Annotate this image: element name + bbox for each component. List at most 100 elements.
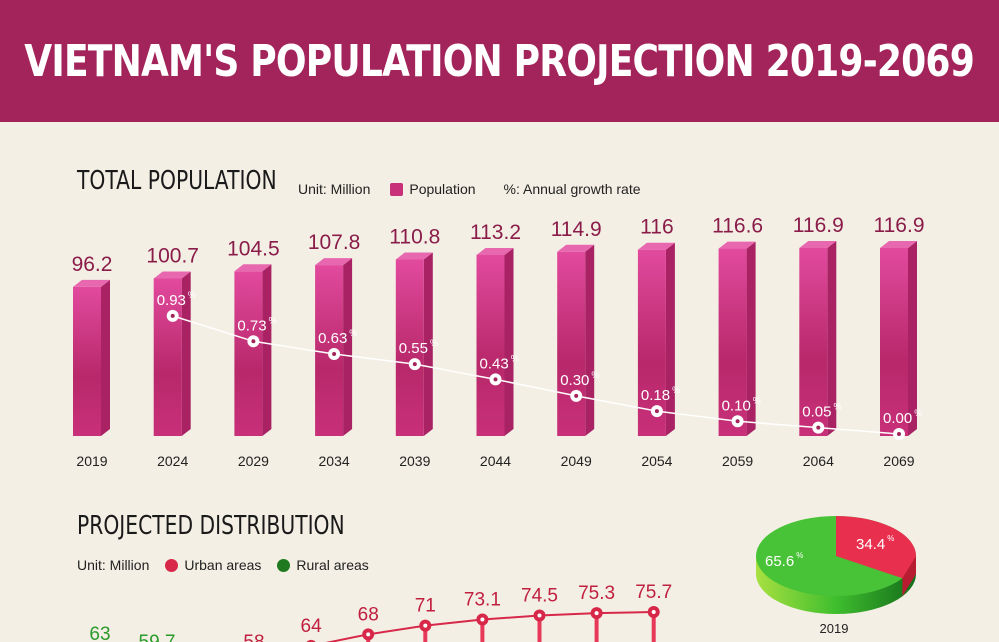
bar-side [908, 241, 917, 436]
urban-point-center [480, 617, 485, 622]
urban-value-label: 58 [243, 632, 264, 642]
growth-rate-label: 0.55 [399, 340, 428, 357]
distribution-title: PROJECTED DISTRIBUTION [77, 511, 345, 541]
pie-urban-side [902, 556, 916, 597]
title-banner: VIETNAM'S POPULATION PROJECTION 2019-206… [0, 0, 999, 122]
bar [557, 251, 586, 436]
x-tick-label: 2024 [157, 453, 188, 469]
x-tick-label: 2029 [238, 453, 269, 469]
x-tick-label: 2054 [641, 453, 672, 469]
bar-side [827, 241, 837, 436]
growth-rate-point-center [493, 377, 498, 382]
growth-rate-label: 0.00 [883, 410, 912, 427]
rural-value-label: 59.7 [139, 632, 176, 642]
bar-top [880, 241, 917, 248]
unit-label: Unit: Million [298, 181, 371, 197]
percent-sign: % [269, 315, 277, 325]
x-tick-label: 2069 [883, 453, 914, 469]
growth-rate-label: 0.93 [157, 292, 186, 309]
bar-value-label: 110.8 [389, 225, 440, 248]
page-title: VIETNAM'S POPULATION PROJECTION 2019-206… [24, 35, 976, 87]
bar-top [153, 271, 191, 279]
bar-value-label: 116.9 [793, 214, 844, 237]
growth-rate-label: 0.18 [641, 387, 670, 404]
bar-top [718, 241, 756, 249]
pie-slice-urban [836, 516, 917, 579]
bar-value-label: 116 [640, 216, 673, 239]
urban-value-label: 71 [415, 596, 436, 617]
bar [880, 248, 908, 436]
pie-label-rural: 65.6 [765, 553, 794, 570]
growth-rate-label: 0.30 [560, 372, 589, 389]
bar-value-label: 104.5 [227, 237, 280, 260]
bar-value-label: 96.2 [72, 253, 113, 276]
percent-sign: % [834, 402, 842, 412]
total-population-title: TOTAL POPULATION [77, 166, 277, 196]
legend-urban: Urban areas [184, 557, 262, 573]
urban-line [325, 611, 654, 642]
bar-side [665, 242, 675, 436]
bar [153, 278, 182, 436]
urban-value-label: 75.7 [635, 582, 672, 603]
bar-top [395, 252, 433, 260]
growth-rate-point-center [654, 409, 659, 414]
percent-sign: % [430, 338, 438, 348]
percent-sign: % [349, 328, 357, 338]
urban-value-label: 74.5 [521, 585, 558, 606]
growth-rate-label: 0.43 [480, 355, 509, 372]
bar-value-label: 114.9 [551, 218, 602, 241]
bar-side [101, 279, 110, 436]
urban-value-label: 68 [358, 604, 379, 625]
x-tick-label: 2064 [803, 453, 834, 469]
growth-rate-label: 0.10 [722, 397, 751, 414]
total-legend: Unit: Million Population %: Annual growt… [298, 181, 641, 197]
bar-top [315, 258, 353, 266]
growth-rate-point-center [332, 351, 337, 356]
pie-label-urban: 34.4 [856, 536, 885, 553]
urban-point [306, 639, 316, 642]
urban-value-label: 73.1 [464, 590, 501, 611]
bar-side [181, 271, 191, 436]
percent-sign: % [914, 408, 922, 418]
pie-year-label: 2019 [820, 621, 849, 636]
growth-rate-point-center [897, 432, 901, 436]
bar-top [476, 247, 514, 255]
bar-side [746, 241, 756, 436]
urban-point-center [651, 610, 656, 614]
x-tick-label: 2059 [722, 453, 753, 469]
urban-point-center [537, 613, 542, 618]
urban-point-center [423, 623, 428, 628]
x-tick-label: 2034 [319, 453, 350, 469]
population-swatch-icon [390, 182, 404, 196]
bar-value-label: 116.6 [712, 215, 763, 238]
bar [637, 249, 666, 436]
x-tick-label: 2044 [480, 453, 511, 469]
growth-rate-point-center [816, 425, 821, 430]
bar [73, 286, 101, 436]
x-tick-label: 2049 [561, 453, 592, 469]
legend-population: Population [409, 181, 476, 197]
distribution-legend: Unit: Million Urban areas Rural areas [77, 557, 369, 573]
bar-top [73, 279, 110, 287]
growth-rate-point-center [412, 362, 417, 367]
legend-growth-rate: %: Annual growth rate [503, 181, 641, 197]
bar-value-label: 116.9 [874, 214, 925, 237]
unit-label: Unit: Million [77, 557, 150, 573]
bar-top [557, 244, 595, 252]
urban-value-label: 64 [301, 616, 323, 637]
bar-top [234, 264, 272, 272]
percent-sign: % [887, 534, 894, 543]
growth-rate-point-center [735, 419, 740, 424]
percent-sign: % [188, 290, 196, 300]
growth-rate-point-center [251, 339, 256, 344]
percent-sign: % [511, 353, 519, 363]
bar-top [799, 241, 837, 248]
percent-sign: % [591, 370, 599, 380]
x-tick-label: 2019 [76, 453, 107, 469]
bar-side [585, 244, 595, 436]
growth-rate-label: 0.63 [318, 330, 347, 347]
urban-value-label: 75.3 [578, 583, 615, 604]
growth-rate-point-center [574, 393, 579, 398]
urban-point-center [366, 632, 371, 637]
